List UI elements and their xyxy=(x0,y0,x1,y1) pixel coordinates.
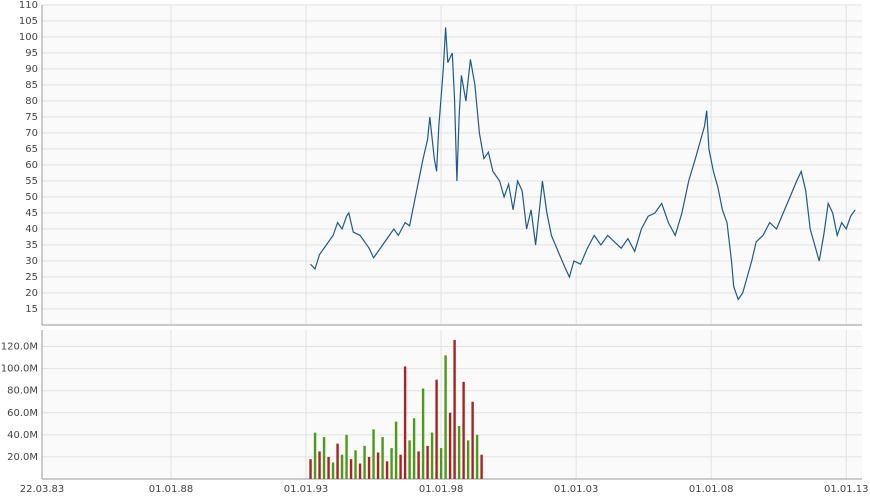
y-tick-label: 90 xyxy=(25,64,38,75)
volume-bar xyxy=(318,451,321,479)
volume-bar xyxy=(372,429,375,479)
y-tick-label: 120.0M xyxy=(1,342,38,353)
y-tick-label: 100 xyxy=(19,32,38,43)
volume-bar xyxy=(408,440,411,479)
x-tick-label: 01.01.93 xyxy=(284,484,329,495)
y-tick-label: 110 xyxy=(19,0,38,11)
volume-bar xyxy=(480,454,483,479)
y-tick-label: 80.0M xyxy=(7,386,38,397)
y-tick-label: 75 xyxy=(25,112,38,123)
volume-bar xyxy=(331,462,335,479)
volume-bar xyxy=(417,451,420,479)
y-tick-label: 25 xyxy=(25,272,38,283)
volume-bar xyxy=(336,443,339,479)
volume-bar xyxy=(349,459,353,479)
volume-bar xyxy=(453,339,456,479)
volume-bar xyxy=(385,461,389,479)
y-tick-label: 40.0M xyxy=(7,430,38,441)
x-tick-label: 01.01.13 xyxy=(824,484,869,495)
x-tick-label: 01.01.08 xyxy=(689,484,734,495)
volume-bar xyxy=(399,454,402,479)
volume-bar xyxy=(462,381,465,479)
volume-bar xyxy=(340,454,344,479)
y-tick-label: 15 xyxy=(25,304,38,315)
volume-bar xyxy=(345,434,348,479)
y-tick-label: 100.0M xyxy=(1,364,38,375)
volume-bar xyxy=(376,452,380,479)
volume-bar xyxy=(322,437,326,479)
volume-bar xyxy=(363,445,366,479)
volume-bar xyxy=(358,463,362,479)
volume-bar xyxy=(390,448,393,479)
volume-panel xyxy=(42,330,862,479)
volume-bar xyxy=(354,450,357,479)
y-tick-label: 55 xyxy=(25,176,38,187)
y-tick-label: 60.0M xyxy=(7,408,38,419)
volume-bar xyxy=(309,459,312,479)
volume-bar xyxy=(381,437,384,479)
y-tick-label: 80 xyxy=(25,96,38,107)
volume-bar xyxy=(367,456,371,479)
volume-bar xyxy=(430,432,434,479)
volume-bar xyxy=(394,421,398,479)
y-tick-label: 50 xyxy=(25,192,38,203)
volume-bar xyxy=(412,418,416,479)
volume-bar xyxy=(421,388,425,479)
y-tick-label: 30 xyxy=(25,256,38,267)
x-tick-label: 01.01.98 xyxy=(419,484,464,495)
volume-bar xyxy=(444,355,447,479)
volume-bar xyxy=(313,432,317,479)
y-tick-label: 20.0M xyxy=(7,452,38,463)
y-tick-label: 60 xyxy=(25,160,38,171)
volume-bar xyxy=(403,366,407,479)
volume-bar xyxy=(327,456,330,479)
volume-bar xyxy=(448,412,452,479)
volume-bar xyxy=(435,379,438,479)
y-tick-label: 40 xyxy=(25,224,38,235)
y-tick-label: 35 xyxy=(25,240,38,251)
y-tick-label: 70 xyxy=(25,128,38,139)
volume-bar xyxy=(439,448,443,479)
y-tick-label: 65 xyxy=(25,144,38,155)
y-tick-label: 95 xyxy=(25,48,38,59)
price-line xyxy=(310,27,856,301)
y-tick-label: 45 xyxy=(25,208,38,219)
y-tick-label: 20 xyxy=(25,288,38,299)
x-tick-label: 22.03.83 xyxy=(20,484,65,495)
volume-bar xyxy=(471,401,474,479)
volume-bar xyxy=(475,434,479,479)
x-tick-label: 01.01.88 xyxy=(149,484,194,495)
volume-bar xyxy=(466,440,470,479)
volume-bar xyxy=(426,445,429,479)
y-tick-label: 105 xyxy=(19,16,38,27)
y-tick-label: 85 xyxy=(25,80,38,91)
volume-bar xyxy=(457,426,461,479)
x-tick-label: 01.01.03 xyxy=(554,484,599,495)
